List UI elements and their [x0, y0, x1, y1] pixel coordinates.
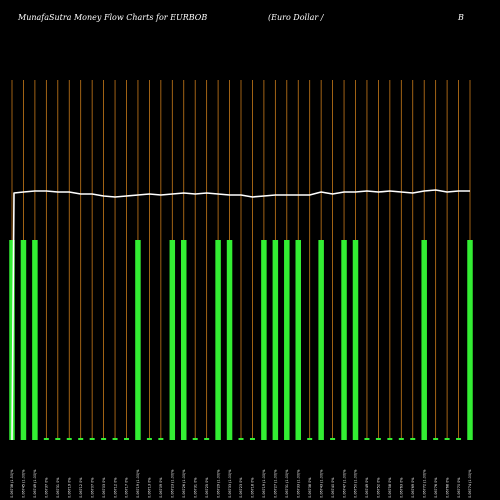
money-flow-bar — [101, 438, 107, 440]
x-tick-label: 0.06768 0% — [445, 477, 449, 498]
money-flow-bar — [295, 240, 301, 440]
x-tick-label: 0.06749 (1.00)% — [33, 469, 37, 498]
money-flow-bar — [226, 240, 233, 440]
x-tick-label: 0.06738 (1.50)% — [10, 469, 14, 498]
gridlines — [11, 80, 471, 440]
x-axis-ticks: 0.06738 (1.50)% 0.06745 (1.00)% 0.06749 (1… — [10, 469, 472, 498]
money-flow-bar — [330, 438, 336, 440]
money-flow-bar — [272, 240, 279, 440]
money-flow-bar — [192, 438, 198, 440]
x-tick-label: 0.06750 (1.00)% — [354, 469, 358, 498]
x-tick-label: 0.06749 0% — [365, 477, 369, 498]
money-flow-bar — [318, 240, 324, 440]
money-flow-bar — [43, 438, 49, 440]
money-flow-bar — [238, 438, 244, 440]
x-tick-label: 0.06776 0% — [434, 477, 438, 498]
money-flow-bar — [9, 240, 15, 440]
x-tick-label: 0.06707 0% — [90, 477, 94, 498]
money-flow-bar — [55, 438, 61, 440]
money-flow-bar — [146, 438, 152, 440]
money-flow-bar — [375, 438, 381, 440]
money-flow-bar — [204, 438, 210, 440]
x-tick-label: 0.06717 0% — [125, 477, 129, 498]
money-flow-bar — [410, 438, 416, 440]
x-tick-label: 0.06726 (1.00)% — [182, 469, 186, 498]
x-tick-label: 0.06772 (1.00)% — [422, 469, 426, 498]
money-flow-bar — [398, 438, 404, 440]
x-tick-label: 0.06719 (1.00)% — [136, 469, 140, 498]
money-flow-bar — [421, 240, 427, 440]
x-tick-label: 0.06719 0% — [67, 477, 71, 498]
x-tick-label: 0.06712 0% — [113, 477, 117, 498]
money-flow-bar — [78, 438, 84, 440]
x-tick-label: 0.06731 (1.00)% — [285, 469, 289, 498]
chart-title-right: B — [457, 13, 464, 22]
x-tick-label: 0.06733 (1.00)% — [228, 469, 232, 498]
money-flow-line-layer — [11, 189, 470, 441]
x-tick-label: 0.06731 0% — [193, 477, 197, 498]
x-tick-label: 0.06743 (1.00)% — [319, 469, 323, 498]
x-tick-label: 0.06725 0% — [205, 477, 209, 498]
x-tick-label: 0.06731 0% — [56, 477, 60, 498]
x-tick-label: 0.06733 (1.00)% — [296, 469, 300, 498]
x-tick-label: 0.06709 0% — [159, 477, 163, 498]
money-flow-bar — [32, 240, 38, 440]
money-flow-bar — [135, 240, 141, 440]
money-flow-bar — [66, 438, 72, 440]
x-tick-label: 0.06723 0% — [239, 477, 243, 498]
money-flow-bar — [215, 240, 221, 440]
money-flow-bar — [181, 240, 187, 440]
money-flow-bar — [112, 438, 118, 440]
x-tick-label: 0.06737 0% — [45, 477, 49, 498]
x-tick-label: 0.06769 0% — [411, 477, 415, 498]
money-flow-bar — [444, 438, 450, 440]
money-flow-bar — [158, 438, 164, 440]
money-flow-bar — [387, 438, 393, 440]
money-flow-bar — [456, 438, 462, 440]
money-flow-bar — [284, 240, 290, 440]
x-tick-label: 0.06727 (1.00)% — [274, 469, 278, 498]
money-flow-bar — [364, 438, 370, 440]
x-tick-label: 0.06718 0% — [251, 477, 255, 498]
money-flow-bar — [169, 240, 176, 440]
money-flow-bar — [20, 240, 27, 440]
x-tick-label: 0.06758 0% — [388, 477, 392, 498]
chart-title: MunafaSutra Money Flow Charts for EURBOB — [17, 13, 207, 22]
money-flow-bar — [467, 240, 473, 440]
money-flow-bar — [89, 438, 95, 440]
x-tick-label: 0.06747 (1.00)% — [342, 469, 346, 498]
x-tick-label: 0.06729 (1.00)% — [216, 469, 220, 498]
money-flow-bar — [261, 240, 267, 440]
x-tick-label: 0.06740 0% — [331, 477, 335, 498]
money-flow-bar — [341, 240, 347, 440]
x-tick-label: 0.06713 0% — [148, 477, 152, 498]
x-tick-label: 0.06719 (1.00)% — [262, 469, 266, 498]
money-flow-bar — [307, 438, 313, 440]
x-tick-label: 0.06763 0% — [400, 477, 404, 498]
x-tick-label: 0.06712 0% — [79, 477, 83, 498]
x-tick-label: 0.06770 0% — [457, 477, 461, 498]
money-flow-line — [11, 189, 470, 441]
x-tick-label: 0.06745 (1.00)% — [22, 469, 26, 498]
chart-subtitle: (Euro Dollar / — [268, 13, 325, 22]
x-tick-label: 0.06703 0% — [102, 477, 106, 498]
money-flow-bar — [249, 438, 255, 440]
x-tick-label: 0.06723 (1.00)% — [171, 469, 175, 498]
money-flow-bar — [352, 240, 359, 440]
bars — [9, 240, 473, 440]
money-flow-bar — [433, 438, 439, 440]
x-tick-label: 0.06774 (1.00)% — [468, 469, 472, 498]
x-tick-label: 0.06752 0% — [377, 477, 381, 498]
x-tick-label: 0.06738 0% — [308, 477, 312, 498]
money-flow-bar — [124, 438, 129, 440]
